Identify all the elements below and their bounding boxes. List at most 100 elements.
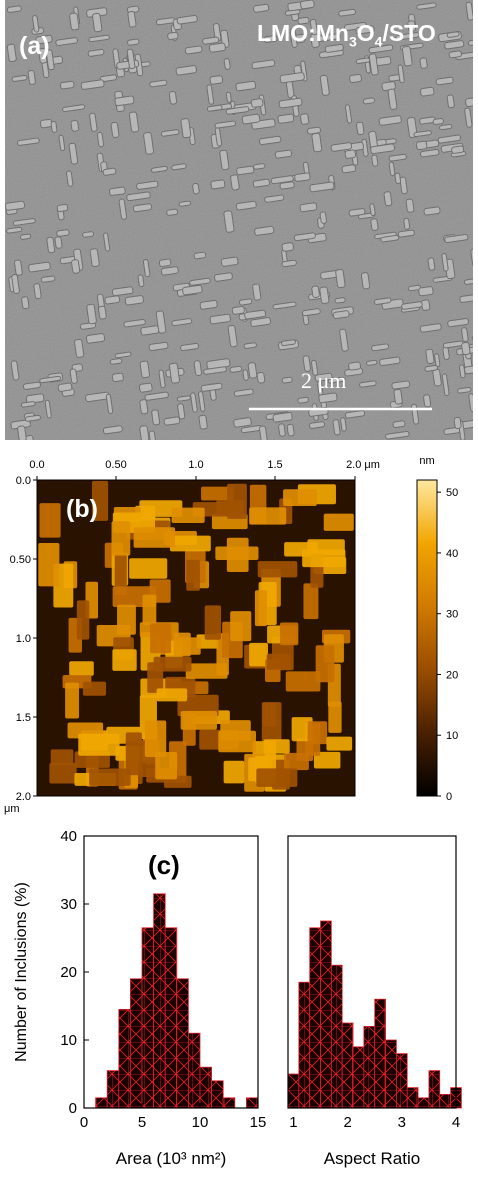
hist-x-tick-label: 0: [80, 1114, 88, 1131]
afm-feature: [201, 486, 234, 501]
afm-feature: [78, 733, 120, 756]
histogram-bar: [245, 1097, 259, 1109]
histogram-bar: [187, 1032, 201, 1109]
afm-feature: [303, 583, 319, 620]
colorbar-tick-label: 10: [446, 730, 458, 742]
afm-feature: [112, 649, 137, 671]
afm-feature: [204, 605, 222, 640]
afm-feature: [223, 760, 245, 784]
colorbar-tick-label: 30: [446, 609, 458, 621]
colorbar-tick-label: 40: [446, 548, 458, 560]
histogram-bar: [164, 927, 178, 1109]
afm-y-tick-label: 1.5: [16, 712, 31, 724]
hist-x-axis-label: Area (10³ nm²): [116, 1149, 227, 1168]
afm-y-tick-label: 0.50: [10, 554, 31, 566]
colorbar-unit: nm: [419, 455, 434, 467]
afm-feature: [129, 558, 168, 579]
afm-panel: 0.0 0.50 1.0 1.5 2.0 μm 0.0 0.50 1.0 1.5 2.0 50 40…: [0, 448, 478, 816]
afm-feature: [216, 499, 244, 517]
afm-feature: [180, 711, 217, 730]
histogram-bar: [374, 998, 386, 1109]
afm-feature: [230, 611, 252, 642]
hist-x-tick-label: 3: [398, 1114, 406, 1131]
histogram-bar: [129, 978, 143, 1109]
sem-image-panel: (a) LMO:Mn3O4/STO 2 μm: [5, 0, 473, 440]
hist-y-axis-label: Number of Inclusions (%): [13, 882, 30, 1062]
colorbar-tick-label: 0: [446, 791, 452, 803]
histogram-bar: [320, 920, 332, 1109]
afm-x-tick-label: 0.0: [29, 459, 44, 471]
afm-feature: [125, 732, 142, 776]
hist-y-tick-label: 30: [60, 896, 77, 913]
panel-b-label: (b): [66, 495, 98, 523]
colorbar-tick-label: 20: [446, 669, 458, 681]
colorbar-tick-label: 50: [446, 487, 458, 499]
afm-feature: [177, 694, 219, 717]
afm-feature: [283, 489, 317, 507]
afm-feature: [256, 768, 298, 787]
hist-y-tick-label: 20: [60, 964, 77, 981]
histogram-bar: [153, 893, 166, 1109]
hist-x-axis-label: Aspect Ratio: [324, 1149, 420, 1168]
afm-feature: [186, 559, 200, 591]
afm-feature: [249, 642, 268, 667]
afm-feature: [111, 521, 131, 556]
histogram-bar: [118, 1008, 131, 1109]
histogram-bar: [309, 927, 321, 1109]
afm-feature: [76, 600, 90, 640]
afm-feature: [89, 768, 131, 786]
afm-feature: [153, 656, 192, 672]
histogram-bar: [106, 1070, 120, 1109]
afm-feature: [150, 623, 172, 654]
hist-x-tick-label: 1: [289, 1114, 297, 1131]
afm-feature: [326, 736, 353, 751]
afm-feature: [296, 738, 314, 761]
afm-feature: [49, 762, 77, 784]
histogram-bar: [406, 1087, 419, 1109]
afm-feature: [65, 682, 80, 719]
afm-x-tick-label: 1.0: [188, 459, 203, 471]
afm-feature: [171, 507, 205, 523]
afm-feature: [114, 553, 127, 596]
afm-feature: [142, 594, 157, 626]
afm-feature: [220, 720, 251, 741]
afm-feature: [133, 527, 176, 548]
histogram-bar: [439, 1093, 451, 1109]
histogram-bar: [176, 978, 189, 1109]
afm-feature: [69, 661, 94, 676]
hist-x-tick-label: 2: [343, 1114, 351, 1131]
afm-feature: [156, 688, 188, 702]
afm-feature: [91, 480, 109, 521]
histogram-bar: [141, 927, 155, 1109]
afm-feature: [249, 507, 287, 525]
afm-feature: [328, 701, 342, 733]
afm-feature: [144, 720, 167, 757]
histogram-bar: [287, 1073, 300, 1109]
hist-y-tick-label: 10: [60, 1032, 77, 1049]
afm-feature: [173, 632, 191, 657]
afm-feature: [257, 561, 298, 578]
histogram-bar: [385, 1039, 397, 1109]
histogram-bar: [211, 1080, 224, 1109]
histogram-bar: [352, 1046, 365, 1109]
hist-x-tick-label: 4: [452, 1114, 460, 1131]
histogram-bar: [222, 1097, 236, 1109]
panel-a-label: (a): [19, 32, 50, 60]
afm-feature: [263, 739, 290, 754]
hist-x-tick-label: 5: [138, 1114, 146, 1131]
afm-feature: [38, 542, 60, 587]
histogram-bar: [199, 1066, 212, 1109]
afm-x-tick-label: 2.0 μm: [346, 459, 380, 471]
scale-bar-label: 2 μm: [301, 368, 347, 393]
afm-x-tick-label: 0.50: [105, 459, 126, 471]
afm-feature: [262, 702, 277, 727]
afm-feature: [285, 671, 321, 692]
histogram-bar: [363, 1025, 376, 1109]
histogram-bar: [330, 964, 343, 1109]
afm-feature: [226, 537, 249, 572]
hist-x-tick-label: 15: [250, 1114, 267, 1131]
afm-feature: [155, 752, 178, 780]
hist-y-tick-label: 0: [69, 1100, 77, 1117]
afm-feature: [266, 653, 291, 670]
histogram-panel: 0 5 10 15 0 10 20 30 40 Area (10³ nm²) Number of I…: [0, 818, 478, 1178]
